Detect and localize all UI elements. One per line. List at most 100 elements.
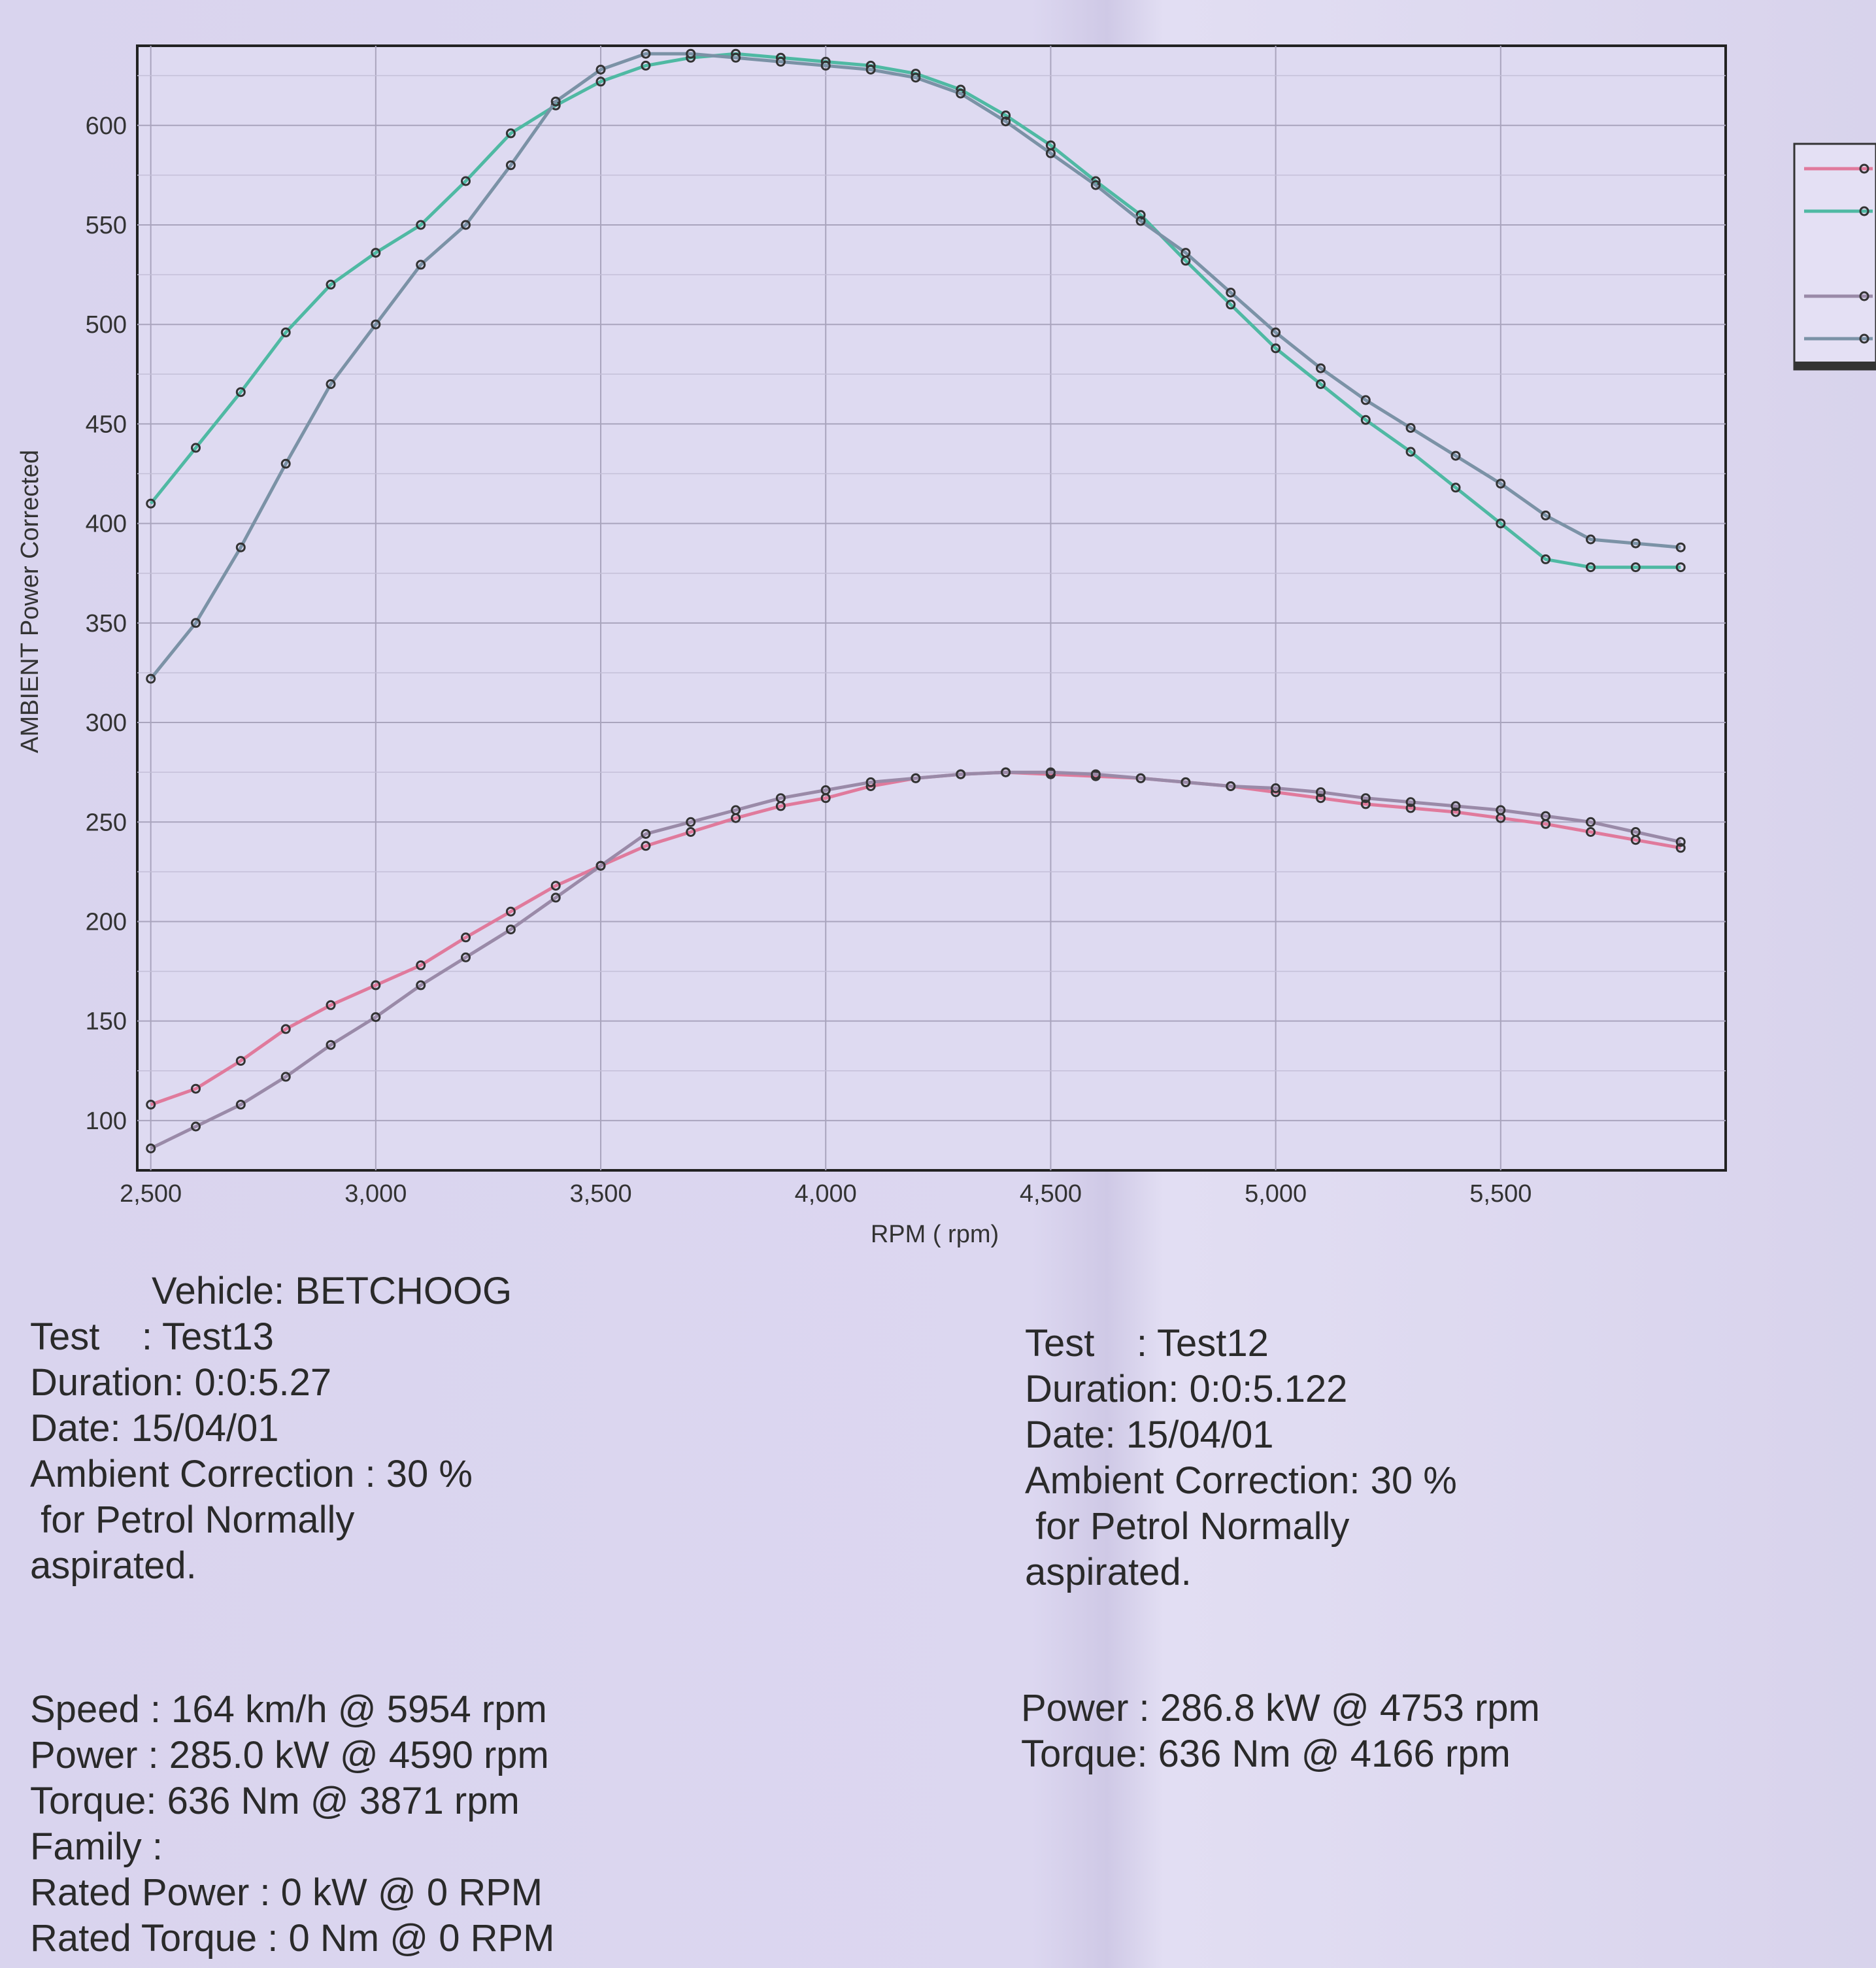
data-point	[865, 777, 876, 787]
data-point	[416, 980, 426, 991]
y-tick-label: 500	[86, 311, 127, 339]
data-point	[686, 817, 696, 827]
ambient-correction: Ambient Correction : 30 %	[30, 1453, 473, 1495]
data-point	[1630, 538, 1641, 549]
data-point	[1675, 562, 1686, 573]
data-point	[1450, 450, 1461, 461]
data-point	[1316, 787, 1326, 798]
data-point	[1586, 534, 1596, 545]
data-point	[1405, 447, 1416, 457]
data-point	[595, 860, 606, 871]
torque-result: Torque: 636 Nm @ 3871 rpm	[30, 1780, 520, 1822]
x-tick-label: 3,000	[344, 1180, 407, 1208]
data-point	[1090, 769, 1101, 779]
test13-results: Speed : 164 km/h @ 5954 rpm Power : 285.…	[30, 1687, 554, 1961]
data-point	[505, 128, 516, 139]
data-point	[1181, 777, 1191, 787]
data-point	[146, 1144, 156, 1153]
data-point	[686, 48, 696, 59]
data-point	[1541, 554, 1551, 564]
data-point	[235, 542, 246, 552]
y-tick-label: 250	[86, 809, 127, 836]
ambient-aspiration: aspirated.	[30, 1544, 197, 1587]
data-point	[820, 60, 831, 71]
data-point	[686, 827, 696, 837]
data-point	[280, 1024, 291, 1034]
series-line-3	[150, 770, 1681, 1150]
data-point	[1675, 843, 1686, 853]
data-point	[191, 618, 201, 628]
data-point	[1226, 299, 1236, 310]
data-point	[1496, 805, 1506, 815]
y-tick-label: 450	[86, 411, 127, 438]
data-point	[641, 48, 651, 59]
data-point	[1360, 793, 1371, 804]
data-point	[371, 980, 381, 991]
rated-power: Rated Power : 0 kW @ 0 RPM	[30, 1871, 543, 1914]
ambient-fuel: for Petrol Normally	[30, 1499, 355, 1541]
data-point	[595, 76, 606, 87]
test-date: Date: 15/04/01	[1025, 1414, 1274, 1456]
data-point	[505, 160, 516, 171]
data-point	[1360, 799, 1371, 809]
data-point	[1090, 180, 1101, 190]
data-point	[191, 443, 201, 453]
data-point	[641, 829, 651, 839]
data-point	[1316, 379, 1326, 389]
data-point	[550, 892, 561, 903]
rated-torque: Rated Torque : 0 Nm @ 0 RPM	[30, 1917, 555, 1960]
data-point	[775, 793, 786, 804]
data-point	[1360, 395, 1371, 405]
data-point	[820, 785, 831, 795]
x-tick-label: 3,500	[569, 1180, 631, 1208]
y-tick-label: 200	[86, 908, 127, 936]
data-point	[1496, 518, 1506, 529]
torque-result: Torque: 636 Nm @ 4166 rpm	[1021, 1733, 1511, 1775]
data-point	[371, 248, 381, 258]
legend-marker-2	[1859, 206, 1869, 216]
data-point	[326, 1040, 336, 1050]
y-tick-label: 600	[86, 112, 127, 140]
data-point	[1001, 110, 1011, 120]
data-point	[371, 1012, 381, 1023]
data-point	[1450, 801, 1461, 811]
x-axis-title: RPM ( rpm)	[871, 1221, 999, 1248]
series-line-4	[149, 52, 1681, 680]
data-point	[865, 65, 876, 75]
data-point	[146, 673, 156, 684]
data-point	[1450, 807, 1461, 817]
data-point	[1226, 781, 1236, 791]
y-tick-label: 300	[86, 709, 127, 737]
data-point	[775, 56, 786, 67]
data-point	[550, 881, 561, 891]
data-point	[326, 279, 336, 290]
data-point	[1181, 248, 1191, 258]
data-point	[235, 1056, 246, 1066]
ambient-fuel: for Petrol Normally	[1025, 1505, 1350, 1548]
data-point	[280, 1072, 291, 1082]
data-point	[1630, 562, 1641, 573]
vehicle-name: Vehicle: BETCHOOG	[152, 1270, 512, 1312]
data-point	[1316, 363, 1326, 373]
data-point	[371, 319, 381, 330]
data-point	[235, 387, 246, 398]
test-date: Date: 15/04/01	[30, 1407, 279, 1450]
power-result: Power : 286.8 kW @ 4753 rpm	[1021, 1687, 1540, 1729]
data-point	[461, 932, 471, 943]
power-result: Power : 285.0 kW @ 4590 rpm	[30, 1734, 549, 1776]
data-point	[911, 773, 921, 783]
y-axis-title: AMBIENT Power Corrected	[16, 450, 44, 753]
data-point	[1271, 783, 1281, 793]
ambient-correction: Ambient Correction: 30 %	[1025, 1459, 1457, 1502]
data-point	[191, 1083, 201, 1094]
data-point	[416, 960, 426, 970]
data-point	[731, 52, 741, 63]
y-tick-label: 150	[86, 1008, 127, 1036]
data-point	[1316, 793, 1326, 804]
data-point	[1271, 343, 1281, 354]
data-point	[1541, 811, 1551, 821]
data-point	[1675, 542, 1686, 552]
data-point	[280, 327, 291, 337]
data-point	[1135, 773, 1146, 783]
data-point	[326, 1000, 336, 1010]
